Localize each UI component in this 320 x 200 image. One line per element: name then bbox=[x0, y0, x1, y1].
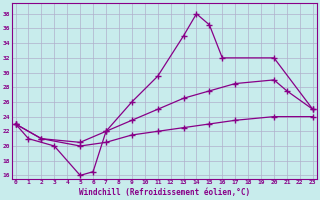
X-axis label: Windchill (Refroidissement éolien,°C): Windchill (Refroidissement éolien,°C) bbox=[79, 188, 250, 197]
